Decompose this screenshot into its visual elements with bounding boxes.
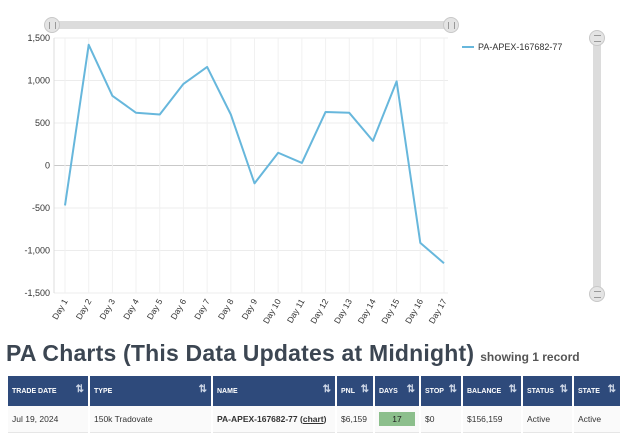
cell-name: PA-APEX-167682-77 (chart) (213, 406, 335, 433)
x-tick-label: Day 16 (403, 297, 425, 326)
y-tick-label: 1,500 (27, 33, 50, 43)
sort-arrows-icon[interactable]: ⇅ (322, 384, 331, 395)
column-header-name[interactable]: NAME ⇅ (213, 376, 335, 406)
sort-arrows-icon[interactable]: ⇅ (198, 384, 207, 395)
table-row: Jul 19, 2024 150k Tradovate PA-APEX-1676… (8, 406, 620, 433)
account-name: PA-APEX-167682-77 (217, 414, 298, 424)
y-tick-label: -1,000 (24, 246, 50, 256)
scrollbar-track[interactable] (593, 38, 601, 294)
legend-swatch (462, 46, 474, 48)
x-tick-label: Day 5 (145, 297, 165, 321)
sort-arrows-icon[interactable]: ⇅ (508, 384, 517, 395)
data-point[interactable] (372, 140, 374, 142)
x-tick-label: Day 3 (97, 297, 117, 321)
data-point[interactable] (301, 162, 303, 164)
x-axis: Day 1 Day 2 Day 3 Day 4 Day 5 Day 6 Day 7 Day 8… (50, 297, 449, 326)
data-point[interactable] (159, 114, 161, 116)
scrollbar-bottom-grip-icon[interactable] (589, 286, 605, 302)
records-table: TRADE DATE ⇅ TYPE ⇅ NAME ⇅ PNL ⇅ DAYS ⇅ STOP ⇅… (6, 376, 622, 433)
data-point[interactable] (206, 66, 208, 68)
data-point[interactable] (277, 152, 279, 154)
column-header-type[interactable]: TYPE ⇅ (90, 376, 211, 406)
series-line[interactable] (64, 43, 445, 265)
data-point[interactable] (88, 44, 90, 46)
x-tick-label: Day 11 (285, 297, 307, 325)
x-tick-label: Day 4 (121, 297, 141, 321)
scrollbar-track[interactable] (52, 21, 451, 29)
sort-arrows-icon[interactable]: ⇅ (360, 384, 369, 395)
days-badge: 17 (379, 412, 415, 426)
chart-series (64, 43, 445, 265)
y-tick-label: 0 (45, 161, 50, 171)
column-header-days[interactable]: DAYS ⇅ (375, 376, 419, 406)
sort-arrows-icon[interactable]: ⇅ (607, 384, 616, 395)
data-point[interactable] (135, 112, 137, 114)
cell-type: 150k Tradovate (90, 406, 211, 433)
vertical-scrollbar[interactable] (588, 30, 606, 302)
x-tick-label: Day 8 (216, 297, 236, 321)
scrollbar-top-grip-icon[interactable] (589, 30, 605, 46)
data-point[interactable] (443, 262, 445, 264)
column-header-trade-date[interactable]: TRADE DATE ⇅ (8, 376, 88, 406)
data-point[interactable] (230, 114, 232, 116)
legend-label[interactable]: PA-APEX-167682-77 (478, 42, 563, 52)
x-tick-label: Day 12 (308, 297, 330, 326)
cell-balance: $156,159 (463, 406, 521, 433)
y-tick-label: 1,000 (27, 76, 50, 86)
cell-days: 17 (375, 406, 419, 433)
column-header-balance[interactable]: BALANCE ⇅ (463, 376, 521, 406)
sort-arrows-icon[interactable]: ⇅ (448, 384, 457, 395)
sort-arrows-icon[interactable]: ⇅ (559, 384, 568, 395)
data-point[interactable] (325, 111, 327, 113)
column-header-stop[interactable]: STOP ⇅ (421, 376, 461, 406)
cell-state: Active (574, 406, 620, 433)
y-tick-label: 500 (35, 118, 50, 128)
x-tick-label: Day 10 (261, 297, 283, 326)
cell-trade-date: Jul 19, 2024 (8, 406, 88, 433)
record-count: showing 1 record (480, 350, 580, 364)
x-tick-label: Day 14 (356, 297, 378, 326)
sort-arrows-icon[interactable]: ⇅ (75, 384, 84, 395)
table-header-row: TRADE DATE ⇅ TYPE ⇅ NAME ⇅ PNL ⇅ DAYS ⇅ STOP ⇅… (8, 376, 620, 406)
data-point[interactable] (64, 204, 66, 206)
data-point[interactable] (396, 80, 398, 82)
sort-arrows-icon[interactable]: ⇅ (406, 384, 415, 395)
data-point[interactable] (348, 112, 350, 114)
cell-status: Active (523, 406, 572, 433)
column-header-status[interactable]: STATUS ⇅ (523, 376, 572, 406)
y-tick-label: -1,500 (24, 288, 50, 298)
chart-link[interactable]: chart (302, 414, 324, 424)
chart-legend[interactable]: PA-APEX-167682-77 (462, 42, 562, 52)
page-title: PA Charts (This Data Updates at Midnight… (6, 340, 475, 366)
x-tick-label: Day 15 (379, 297, 401, 326)
cell-stop: $0 (421, 406, 461, 433)
x-tick-label: Day 6 (168, 297, 188, 321)
x-tick-label: Day 13 (332, 297, 354, 326)
data-point[interactable] (419, 242, 421, 244)
column-header-state[interactable]: STATE ⇅ (574, 376, 620, 406)
x-tick-label: Day 9 (239, 297, 259, 321)
data-point[interactable] (111, 95, 113, 97)
column-header-pnl[interactable]: PNL ⇅ (337, 376, 373, 406)
data-point[interactable] (182, 83, 184, 85)
scrollbar-end-grip-icon[interactable] (443, 17, 459, 33)
x-tick-label: Day 1 (50, 297, 70, 321)
x-tick-label: Day 2 (74, 297, 94, 321)
x-tick-label: Day 7 (192, 297, 212, 321)
cell-pnl: $6,159 (337, 406, 373, 433)
y-tick-label: -500 (32, 203, 50, 213)
data-point[interactable] (254, 182, 256, 184)
page-heading: PA Charts (This Data Updates at Midnight… (6, 340, 580, 367)
x-tick-label: Day 17 (427, 297, 449, 326)
y-axis: 1,500 1,000 500 0 -500 -1,000 -1,500 (24, 33, 50, 298)
chart-grid (53, 37, 448, 294)
horizontal-scrollbar[interactable] (44, 16, 459, 34)
scrollbar-start-grip-icon[interactable] (44, 17, 60, 33)
